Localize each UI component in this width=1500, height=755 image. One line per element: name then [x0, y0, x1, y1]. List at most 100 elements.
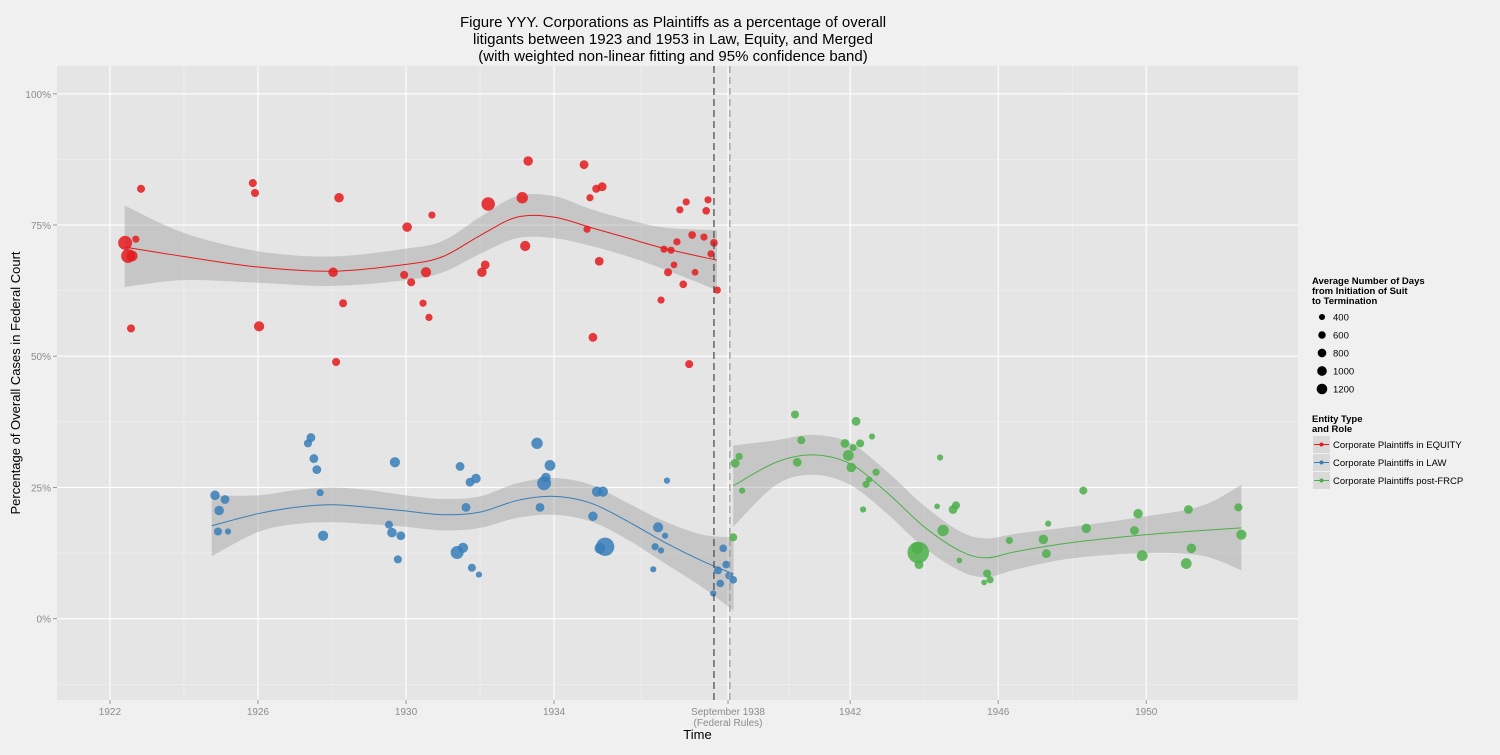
- data-point-equity: [597, 182, 607, 192]
- data-point-frcp: [981, 579, 987, 586]
- data-point-frcp: [951, 501, 961, 510]
- data-point-law: [710, 590, 717, 597]
- data-point-frcp: [956, 557, 963, 564]
- size-legend-key: [1318, 313, 1326, 321]
- data-point-law: [389, 457, 401, 468]
- size-legend-title: Average Number of Days: [1312, 276, 1425, 287]
- size-legend-title: to Termination: [1312, 296, 1377, 307]
- data-point-equity: [253, 321, 265, 332]
- size-legend-label: 600: [1333, 331, 1349, 342]
- data-point-law: [544, 459, 556, 471]
- x-tick-label: 1934: [543, 707, 566, 718]
- data-point-equity: [664, 268, 673, 277]
- data-point-law: [651, 543, 659, 551]
- data-point-frcp: [1079, 486, 1088, 495]
- data-point-frcp: [872, 468, 880, 476]
- data-point-equity: [700, 233, 708, 241]
- data-point-equity: [594, 256, 604, 266]
- color-legend-title: and Role: [1312, 424, 1352, 435]
- data-point-law: [387, 527, 397, 538]
- data-point-frcp: [735, 452, 743, 461]
- data-point-law: [594, 542, 606, 554]
- fit-line-law: [211, 495, 734, 575]
- data-point-frcp: [983, 569, 992, 578]
- data-point-law: [213, 527, 223, 536]
- data-point-frcp: [842, 450, 854, 461]
- data-point-equity: [132, 235, 140, 243]
- data-point-frcp: [1236, 529, 1247, 540]
- x-tick-label: September 1938: [691, 707, 765, 718]
- data-point-frcp: [856, 439, 865, 448]
- y-tick-label: 75%: [31, 221, 51, 232]
- legend-label-law: Corporate Plaintiffs in LAW: [1333, 458, 1447, 469]
- data-point-equity: [407, 278, 416, 287]
- data-point-law: [471, 473, 481, 484]
- color-legend-title: Entity Type: [1312, 414, 1363, 425]
- data-point-equity: [579, 160, 589, 170]
- data-point-frcp: [1180, 558, 1192, 569]
- data-point-equity: [420, 267, 432, 278]
- data-point-law: [661, 532, 669, 539]
- data-point-frcp: [1081, 523, 1092, 534]
- size-legend-key: [1318, 331, 1326, 339]
- data-point-frcp: [840, 438, 850, 448]
- data-point-frcp: [729, 533, 738, 542]
- data-point-equity: [334, 192, 344, 203]
- y-axis-label: Percentage of Overall Cases in Federal C…: [8, 251, 23, 514]
- title-line-3: (with weighted non-linear fitting and 95…: [478, 48, 868, 65]
- data-point-equity: [250, 188, 260, 198]
- data-point-law: [531, 437, 543, 450]
- y-tick-label: 50%: [31, 352, 51, 363]
- data-point-equity: [425, 313, 433, 321]
- size-legend-title: from Initiation of Suit: [1312, 286, 1408, 297]
- legend-key-point: [1319, 460, 1324, 465]
- data-point-frcp: [914, 560, 924, 570]
- legend-key-point: [1319, 442, 1324, 447]
- data-point-law: [224, 528, 232, 535]
- data-point-law: [657, 547, 665, 554]
- data-point-law: [722, 560, 730, 569]
- size-legend-key: [1316, 383, 1328, 395]
- data-point-equity: [676, 206, 684, 214]
- data-point-law: [467, 563, 476, 572]
- data-point-equity: [136, 184, 146, 193]
- data-point-equity: [402, 222, 412, 232]
- data-point-equity: [126, 324, 136, 333]
- size-legend-label: 800: [1333, 349, 1349, 360]
- data-point-frcp: [1129, 526, 1139, 535]
- fit-line-frcp: [732, 454, 1242, 559]
- data-point-law: [303, 439, 312, 448]
- data-point-equity: [481, 197, 495, 211]
- data-point-frcp: [911, 542, 923, 554]
- x-tick-label: 1950: [1135, 707, 1158, 718]
- data-point-equity: [586, 194, 594, 202]
- chart-title: Figure YYY. Corporations as Plaintiffs a…: [380, 14, 966, 65]
- data-point-frcp: [730, 458, 740, 468]
- size-legend-key: [1317, 348, 1327, 358]
- data-point-law: [719, 544, 728, 553]
- data-point-equity: [480, 260, 490, 270]
- data-point-equity: [328, 267, 338, 278]
- data-point-law: [541, 472, 551, 483]
- confidence-band-equity: [124, 193, 717, 291]
- data-point-law: [729, 575, 738, 584]
- data-point-frcp: [1136, 550, 1148, 562]
- data-point-law: [312, 465, 322, 475]
- title-line-1: Figure YYY. Corporations as Plaintiffs a…: [459, 14, 887, 31]
- data-point-equity: [248, 179, 257, 188]
- data-point-equity: [419, 299, 427, 307]
- size-legend-label: 400: [1333, 313, 1349, 324]
- data-point-law: [475, 571, 483, 578]
- data-point-frcp: [862, 480, 870, 488]
- data-point-frcp: [792, 457, 802, 467]
- data-point-frcp: [1045, 520, 1052, 527]
- data-point-law: [650, 566, 657, 573]
- data-point-law: [393, 555, 402, 564]
- legend-key-point: [1319, 478, 1324, 483]
- data-point-equity: [685, 360, 694, 369]
- x-tick-label: 1922: [99, 707, 122, 718]
- y-tick-label: 100%: [25, 90, 51, 101]
- data-point-frcp: [1133, 508, 1143, 519]
- data-point-law: [214, 505, 224, 516]
- data-point-equity: [673, 238, 681, 246]
